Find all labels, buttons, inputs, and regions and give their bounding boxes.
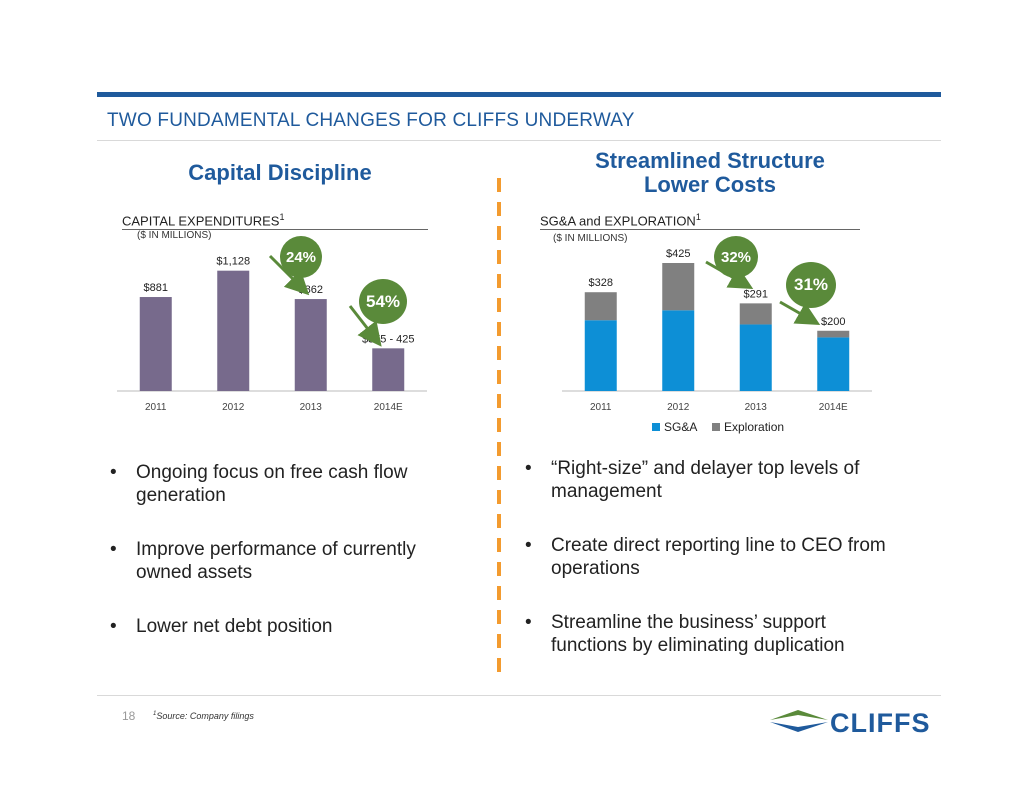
sga-value-label-2011: $328 <box>589 277 613 289</box>
sga-value-label-2014E: $200 <box>821 316 845 328</box>
capex-arrow-2013-2014 <box>348 305 382 347</box>
sga-value-label-2013: $291 <box>744 288 768 300</box>
legend-swatch-0 <box>652 423 660 431</box>
capex-arrow-2012-2013 <box>268 254 310 296</box>
footnote: 1Source: Company filings <box>153 711 254 721</box>
cliffs-logo-mark <box>770 710 828 732</box>
sga-chart: $328 2011 $425 2012 $291 2013 $200 2014E SG&A Exp… <box>562 248 872 434</box>
streamlined-structure-heading: Streamlined Structure Lower Costs <box>560 149 860 197</box>
capex-footnote-mark: 1 <box>279 212 285 222</box>
capex-tick-2012: 2012 <box>222 402 245 413</box>
capex-units-label: ($ IN MILLIONS) <box>137 230 212 241</box>
capex-tick-2014E: 2014E <box>374 402 403 413</box>
title-rule <box>97 140 941 141</box>
capex-bar-2014E <box>372 348 405 391</box>
sga-tick-2014E: 2014E <box>819 402 848 413</box>
sga-chart-title: SG&A and EXPLORATION1 <box>540 212 860 231</box>
sga-bar-exploration-2011 <box>584 292 617 321</box>
page-number: 18 <box>122 709 136 723</box>
sga-bar-sga-2014E <box>817 337 850 391</box>
top-accent-bar <box>97 92 941 97</box>
slide-title: TWO FUNDAMENTAL CHANGES FOR CLIFFS UNDER… <box>107 110 635 131</box>
sga-bar-exploration-2013 <box>739 303 772 325</box>
sga-bar-exploration-2014E <box>817 330 850 338</box>
sga-tick-2011: 2011 <box>590 402 612 413</box>
sga-bar-sga-2012 <box>662 310 695 391</box>
legend-label-0: SG&A <box>664 420 697 434</box>
sga-tick-2012: 2012 <box>667 402 690 413</box>
sga-arrow-2013-2014 <box>779 300 821 325</box>
legend-label-1: Exploration <box>724 420 784 434</box>
capital-discipline-heading: Capital Discipline <box>188 160 372 185</box>
sga-footnote-mark: 1 <box>695 212 701 222</box>
sga-chart-title-text: SG&A and EXPLORATION <box>540 213 696 229</box>
sga-badge-31: 31% <box>786 262 836 308</box>
capex-tick-2013: 2013 <box>300 402 323 413</box>
left-bullets: Ongoing focus on free cash flow generati… <box>110 461 470 669</box>
capex-bar-2011 <box>139 297 172 391</box>
sga-bar-sga-2011 <box>584 320 617 391</box>
sga-units-label: ($ IN MILLIONS) <box>553 233 628 244</box>
footer-rule <box>97 695 941 696</box>
left-bullet-2: Improve performance of currently owned a… <box>110 538 470 584</box>
right-bullet-2: Create direct reporting line to CEO from… <box>525 534 905 580</box>
cliffs-logo-text: CLIFFS <box>830 708 931 738</box>
right-bullet-3: Streamline the business’ support functio… <box>525 611 905 657</box>
footnote-text: Source: Company filings <box>156 711 254 721</box>
left-bullet-1: Ongoing focus on free cash flow generati… <box>110 461 470 507</box>
sga-bar-exploration-2012 <box>662 263 695 311</box>
capex-value-label-2012: $1,128 <box>216 256 250 268</box>
right-bullet-1: “Right-size” and delayer top levels of m… <box>525 457 905 503</box>
legend-swatch-1 <box>712 423 720 431</box>
column-divider <box>497 178 501 678</box>
capex-chart-title-text: CAPITAL EXPENDITURES <box>122 213 280 229</box>
footnote-mark: 1 <box>153 711 157 717</box>
right-bullets: “Right-size” and delayer top levels of m… <box>525 457 905 688</box>
heading-line-1: Streamlined Structure <box>595 148 825 173</box>
heading-line-2: Lower Costs <box>643 172 777 197</box>
capex-tick-2011: 2011 <box>145 402 167 413</box>
capex-chart-title: CAPITAL EXPENDITURES1 <box>122 212 428 231</box>
left-bullet-3: Lower net debt position <box>110 615 470 638</box>
sga-badge-32: 32% <box>714 236 758 278</box>
sga-tick-2013: 2013 <box>745 402 768 413</box>
capex-bar-2013 <box>294 299 327 391</box>
sga-bar-sga-2013 <box>739 324 772 391</box>
sga-value-label-2012: $425 <box>666 248 690 260</box>
capex-bar-2012 <box>217 270 250 391</box>
capex-value-label-2011: $881 <box>144 282 168 294</box>
capex-badge-54: 54% <box>359 279 407 324</box>
